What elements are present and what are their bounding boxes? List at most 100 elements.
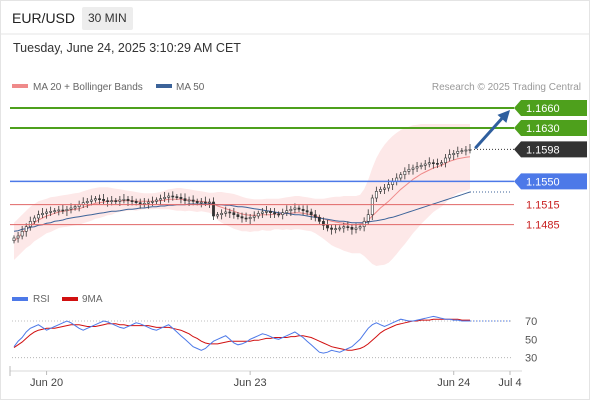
candle-body bbox=[305, 210, 309, 213]
candle-body bbox=[350, 227, 354, 230]
candle-body bbox=[155, 199, 158, 202]
candle-body bbox=[232, 212, 236, 215]
candle-body bbox=[32, 217, 36, 222]
candle-body bbox=[403, 171, 407, 175]
candle-body bbox=[65, 209, 69, 211]
candle-body bbox=[277, 213, 281, 216]
candle-body bbox=[126, 199, 130, 201]
projection-arrow bbox=[474, 113, 507, 149]
ma50-legend-swatch bbox=[156, 84, 172, 88]
candle-body bbox=[85, 201, 89, 203]
candle-body bbox=[468, 149, 472, 151]
candle-body bbox=[183, 198, 187, 201]
candle-body bbox=[236, 214, 240, 217]
candle-body bbox=[61, 209, 65, 212]
candle-body bbox=[28, 221, 32, 227]
candle-body bbox=[431, 162, 435, 164]
candle-body bbox=[118, 199, 122, 202]
level-tag bbox=[514, 100, 587, 116]
candle-body bbox=[130, 200, 134, 202]
candle-body bbox=[244, 217, 248, 220]
candle-body bbox=[464, 149, 468, 152]
candle-body bbox=[45, 211, 48, 214]
candle-body bbox=[289, 209, 293, 211]
ma50-legend-label: MA 50 bbox=[176, 82, 205, 93]
rsi-line bbox=[13, 315, 470, 354]
candle-body bbox=[362, 221, 366, 227]
candle-body bbox=[448, 154, 452, 159]
candle-body bbox=[387, 184, 390, 189]
rsi-legend-swatch bbox=[12, 297, 28, 301]
bollinger-band bbox=[14, 124, 470, 266]
candle-body bbox=[293, 207, 297, 210]
candle-body bbox=[366, 214, 370, 222]
candle-body bbox=[399, 174, 403, 179]
candle-body bbox=[114, 200, 118, 202]
candle-body bbox=[216, 214, 219, 217]
level-label: 1.1630 bbox=[526, 123, 560, 135]
ma50-line bbox=[13, 191, 471, 232]
candle-body bbox=[452, 153, 456, 155]
candle-body bbox=[163, 197, 167, 199]
candle-body bbox=[167, 195, 171, 198]
candle-body bbox=[53, 210, 57, 212]
x-tick-label: Jul 4 bbox=[498, 377, 521, 389]
candle-body bbox=[212, 201, 215, 217]
x-tick-label: Jun 20 bbox=[30, 377, 63, 389]
candle-body bbox=[354, 227, 358, 230]
x-tick-label: Jun 23 bbox=[234, 377, 267, 389]
candle-body bbox=[427, 162, 431, 165]
candle-body bbox=[106, 200, 110, 202]
candle-body bbox=[423, 163, 427, 166]
candle-body bbox=[134, 201, 138, 203]
candle-body bbox=[415, 166, 419, 169]
candle-body bbox=[326, 225, 329, 229]
candle-body bbox=[159, 198, 162, 201]
candle-body bbox=[122, 199, 126, 201]
timestamp: Tuesday, June 24, 2025 3:10:29 AM CET bbox=[13, 41, 241, 55]
x-axis: Jun 20 Jun 23 Jun 24 Jul 4 bbox=[9, 366, 522, 389]
candle-body bbox=[460, 150, 464, 152]
level-tag bbox=[514, 141, 587, 158]
main-price-area bbox=[12, 124, 512, 266]
level-label: 1.1515 bbox=[526, 200, 560, 212]
candle-body bbox=[12, 237, 16, 241]
candle-body bbox=[49, 211, 53, 213]
candle-body bbox=[309, 211, 313, 215]
candle-body bbox=[313, 214, 317, 218]
rsi-panel: 70 50 30 bbox=[12, 315, 537, 365]
timeframe-button[interactable]: 30 MIN bbox=[82, 7, 133, 30]
candle-body bbox=[419, 165, 423, 167]
candle-body bbox=[41, 213, 44, 215]
candle-body bbox=[110, 200, 114, 202]
candle-body bbox=[342, 226, 346, 229]
candle-body bbox=[37, 214, 40, 219]
rsi-tick-label: 70 bbox=[525, 316, 537, 328]
level-label: 1.1598 bbox=[526, 144, 560, 156]
candle-body bbox=[407, 169, 411, 172]
candle-body bbox=[203, 201, 207, 204]
candle-body bbox=[220, 213, 224, 215]
candle-body bbox=[273, 212, 276, 215]
candle-body bbox=[322, 221, 325, 226]
symbol-label: EUR/USD bbox=[12, 10, 76, 26]
candle-body bbox=[24, 226, 28, 232]
price-levels: 1.1660 1.1630 1.1598 1.1550 1.1515 1.1485 bbox=[10, 100, 587, 232]
candle-body bbox=[436, 163, 439, 165]
candle-body bbox=[338, 227, 342, 230]
candle-body bbox=[411, 167, 415, 170]
candle-body bbox=[151, 201, 154, 203]
candle-body bbox=[94, 198, 97, 201]
candle-body bbox=[16, 235, 20, 239]
chart-header: EUR/USD 30 MIN bbox=[0, 0, 590, 34]
candle-body bbox=[248, 217, 252, 219]
candle-body bbox=[195, 201, 199, 203]
candle-body bbox=[199, 201, 203, 204]
rsi-legend-label: RSI bbox=[33, 294, 50, 305]
candle-body bbox=[370, 197, 374, 215]
rsi-ma-legend-label: 9MA bbox=[82, 294, 103, 305]
candle-body bbox=[281, 212, 285, 215]
candle-body bbox=[256, 213, 260, 217]
candle-body bbox=[175, 196, 179, 198]
